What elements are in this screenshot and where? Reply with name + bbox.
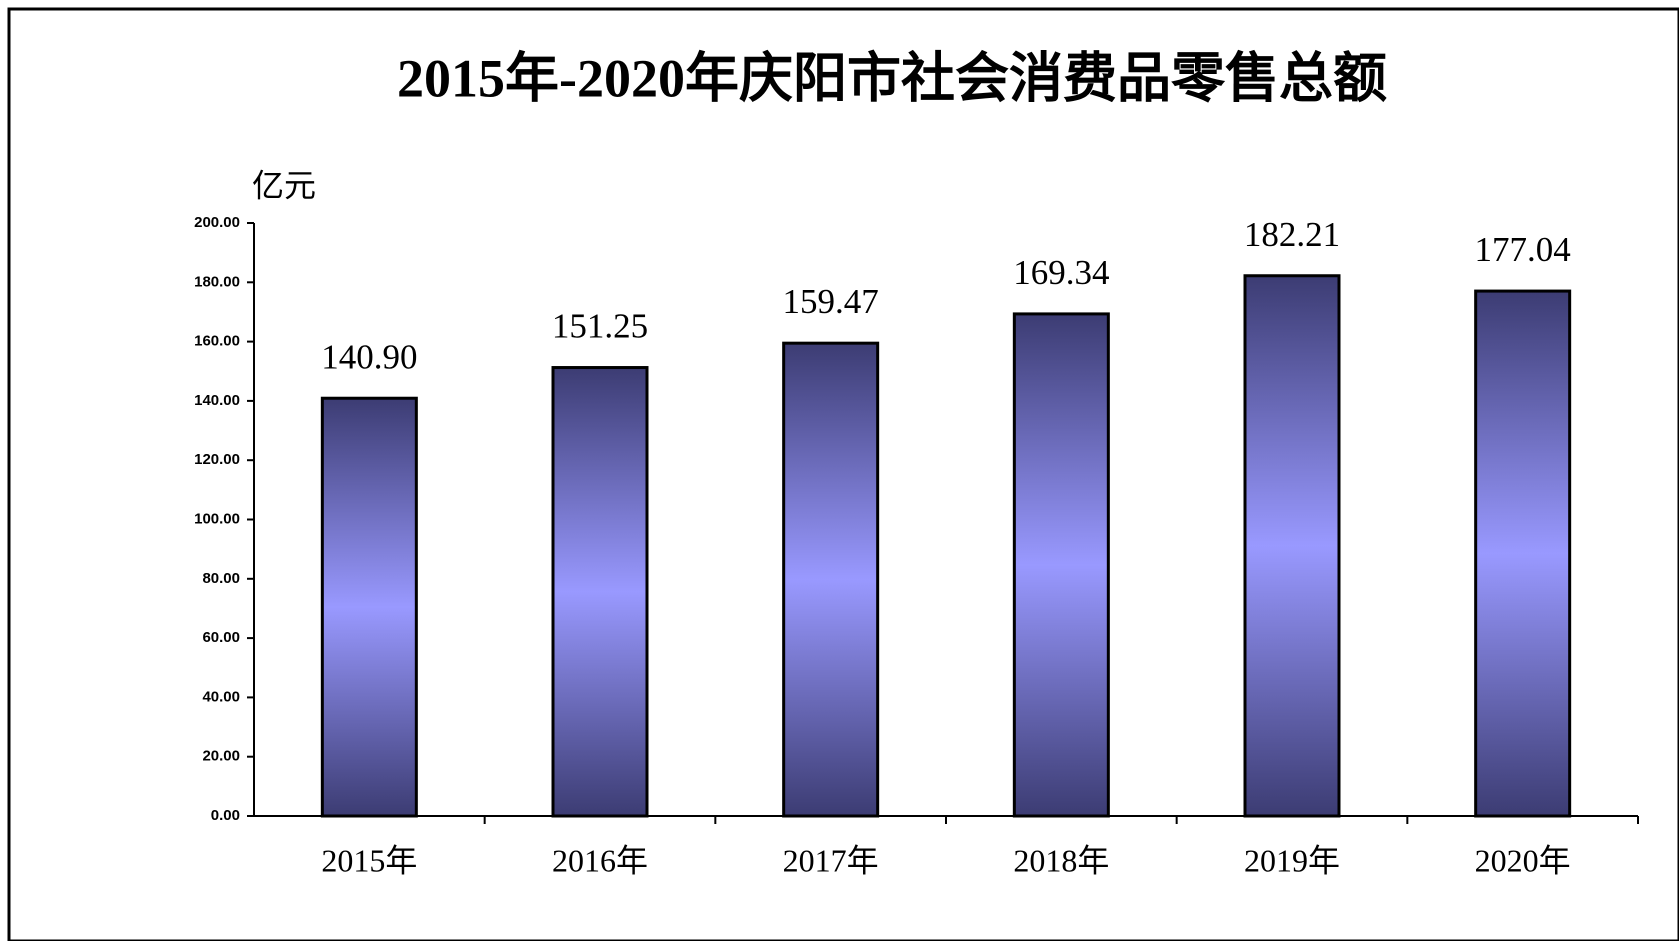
- x-tick-label: 2018年: [1013, 842, 1109, 878]
- y-tick-label: 0.00: [211, 807, 240, 824]
- y-tick-label: 160.00: [194, 333, 240, 350]
- bar: [1243, 274, 1341, 818]
- x-tick-label: 2015年: [321, 842, 417, 878]
- x-tick-label: 2020年: [1475, 842, 1571, 878]
- y-tick-label: 60.00: [202, 629, 240, 646]
- y-tick-label: 40.00: [202, 688, 240, 705]
- y-tick-label: 120.00: [194, 451, 240, 468]
- y-tick-label: 100.00: [194, 510, 240, 527]
- x-tick-label: 2017年: [783, 842, 879, 878]
- bar: [1012, 312, 1110, 818]
- y-tick-label: 140.00: [194, 392, 240, 409]
- data-label: 140.90: [321, 337, 417, 376]
- bar: [1474, 289, 1572, 818]
- chart-title: 2015年-2020年庆阳市社会消费品零售总额: [397, 48, 1387, 108]
- data-label: 159.47: [783, 282, 879, 321]
- data-label: 169.34: [1013, 253, 1109, 292]
- x-tick-label: 2016年: [552, 842, 648, 878]
- y-unit: 亿元: [252, 167, 316, 203]
- x-tick-label: 2019年: [1244, 842, 1340, 878]
- data-label: 182.21: [1244, 215, 1340, 254]
- bar: [782, 341, 880, 818]
- bar: [551, 366, 649, 818]
- bar: [320, 396, 418, 818]
- data-label: 151.25: [552, 307, 648, 346]
- y-tick-label: 80.00: [202, 570, 240, 587]
- data-label: 177.04: [1475, 230, 1571, 269]
- y-tick-label: 180.00: [194, 273, 240, 290]
- y-tick-label: 20.00: [202, 748, 240, 765]
- y-tick-label: 200.00: [194, 214, 240, 231]
